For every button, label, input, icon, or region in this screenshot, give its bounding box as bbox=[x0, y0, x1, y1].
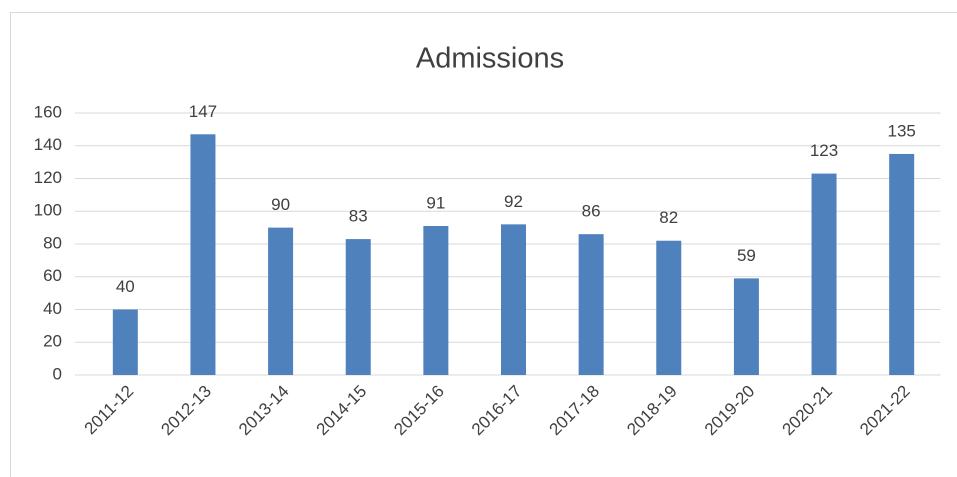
y-tick-label: 100 bbox=[34, 201, 62, 220]
y-tick-label: 160 bbox=[34, 102, 62, 121]
data-label: 90 bbox=[271, 195, 290, 214]
bar bbox=[889, 153, 915, 375]
data-label: 91 bbox=[426, 193, 445, 212]
y-tick-label: 120 bbox=[34, 168, 62, 187]
data-label: 59 bbox=[737, 246, 756, 265]
y-tick-label: 20 bbox=[43, 332, 62, 351]
data-label: 123 bbox=[810, 141, 838, 160]
bar bbox=[733, 278, 759, 375]
bar bbox=[656, 240, 682, 375]
bar bbox=[423, 225, 449, 375]
y-tick-label: 0 bbox=[53, 364, 62, 383]
data-label: 86 bbox=[582, 202, 601, 221]
data-label: 92 bbox=[504, 192, 523, 211]
y-tick-label: 40 bbox=[43, 299, 62, 318]
data-label: 83 bbox=[349, 207, 368, 226]
y-tick-label: 140 bbox=[34, 135, 62, 154]
bar bbox=[811, 173, 837, 375]
bar bbox=[112, 309, 138, 375]
data-label: 40 bbox=[116, 277, 135, 296]
y-tick-label: 80 bbox=[43, 233, 62, 252]
chart-title: Admissions bbox=[416, 43, 564, 75]
bar bbox=[501, 224, 526, 375]
bar bbox=[578, 234, 604, 375]
bar bbox=[268, 227, 294, 375]
data-label: 82 bbox=[659, 208, 678, 227]
bar bbox=[190, 134, 216, 375]
data-label: 147 bbox=[189, 102, 217, 121]
chart-frame bbox=[10, 12, 957, 477]
y-tick-label: 60 bbox=[43, 266, 62, 285]
data-label: 135 bbox=[887, 121, 915, 140]
bar bbox=[345, 239, 371, 375]
